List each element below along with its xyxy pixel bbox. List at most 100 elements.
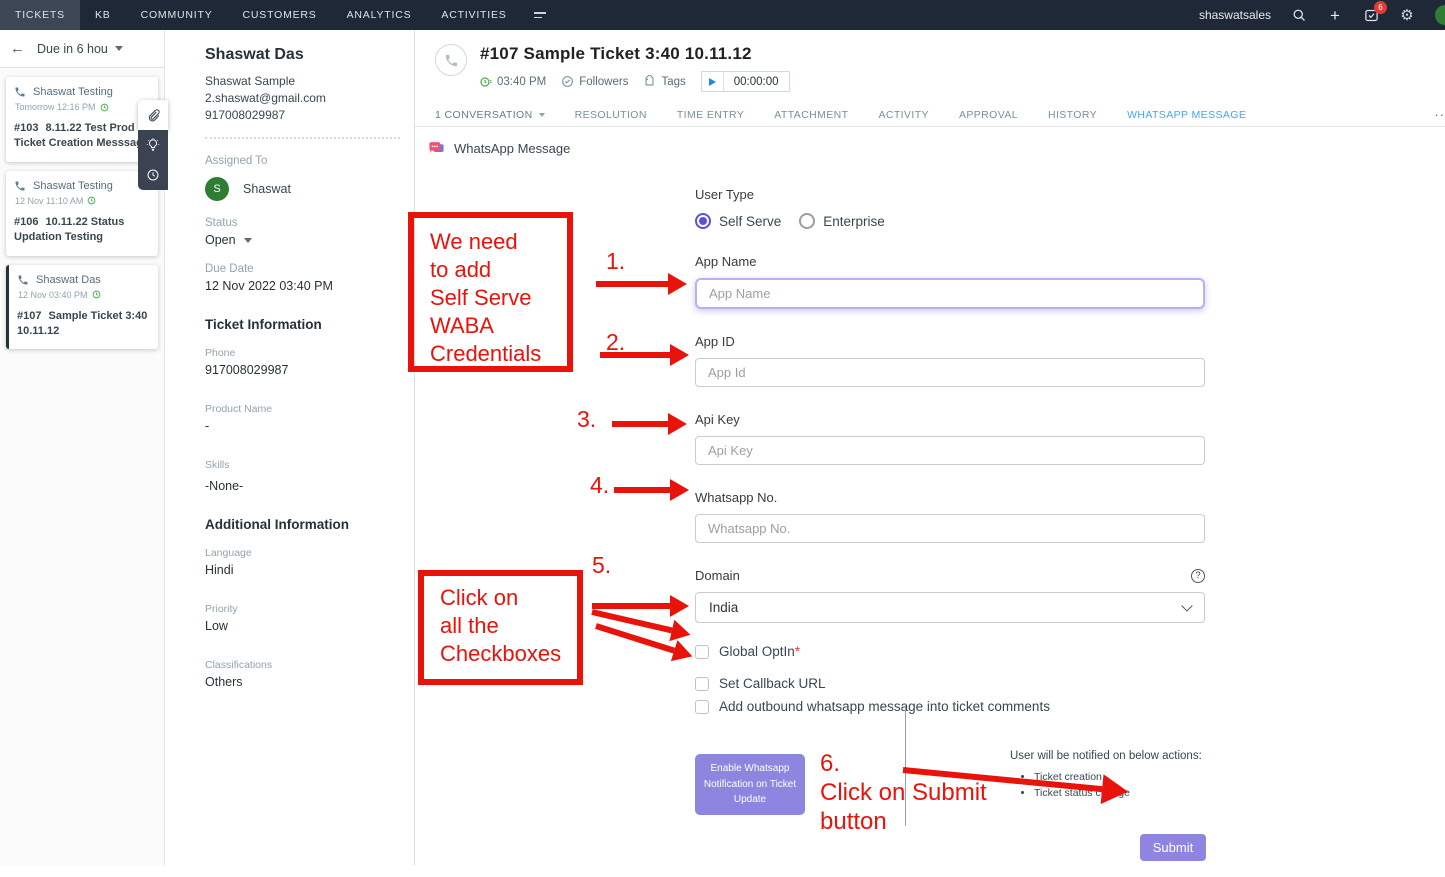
due-date-value: 12 Nov 2022 03:40 PM [205, 279, 333, 294]
nav-item-customers[interactable]: CUSTOMERS [242, 9, 317, 21]
domain-value: India [709, 600, 739, 615]
submit-button[interactable]: Submit [1140, 834, 1206, 861]
notify-heading: User will be notified on below actions: [1010, 750, 1202, 762]
notifications-icon[interactable]: 6 [1363, 1, 1387, 23]
nav-item-kb[interactable]: KB [94, 9, 111, 21]
classifications-value: Others [205, 675, 243, 690]
history-tool-button[interactable] [138, 160, 168, 190]
tab-whatsapp-message[interactable]: WHATSAPP MESSAGE [1127, 108, 1247, 121]
ticket-time: 03:40 PM [480, 76, 546, 88]
whatsapp-no-input[interactable] [695, 514, 1205, 543]
ticket-list-panel: ← Due in 6 hou Shaswat Testing Tomorrow … [0, 30, 165, 865]
nav-item-community[interactable]: COMMUNITY [140, 9, 213, 21]
domain-select[interactable]: India [695, 592, 1205, 623]
suggestions-tool-button[interactable] [138, 130, 168, 160]
classifications-label: Classifications [205, 659, 273, 672]
priority-value: Low [205, 619, 228, 634]
nav-more-menu-icon[interactable] [522, 0, 558, 30]
card-ticket-id: #107 [17, 309, 42, 322]
app-name-input[interactable] [695, 278, 1205, 309]
notify-panel: User will be notified on below actions: … [1010, 750, 1206, 803]
card-ticket-title: Sample Ticket 3:40 10.11.12 [17, 309, 148, 337]
timer-value: 00:00:00 [722, 72, 789, 91]
nav-item-activities[interactable]: ACTIVITIES [441, 9, 507, 21]
tab-conversation[interactable]: 1 CONVERSATION [435, 109, 545, 121]
app-id-input[interactable] [695, 358, 1205, 387]
help-icon[interactable]: ? [1191, 568, 1205, 583]
required-asterisk: * [794, 644, 801, 659]
tabs-more-icon[interactable]: ·· [1434, 107, 1445, 122]
tab-approval[interactable]: APPROVAL [958, 108, 1018, 121]
contact-phone: 917008029987 [205, 107, 286, 122]
domain-label: Domain [695, 568, 740, 583]
chevron-down-icon [1181, 599, 1193, 612]
global-optin-label: Global OptIn* [719, 644, 801, 659]
tab-history[interactable]: HISTORY [1047, 108, 1098, 121]
vertical-divider [905, 704, 906, 826]
status-dropdown[interactable]: Open [205, 233, 400, 247]
tab-resolution[interactable]: RESOLUTION [574, 108, 647, 121]
ticket-card-107[interactable]: Shaswat Das 12 Nov 03:40 PM #107 Sample T… [6, 264, 158, 350]
tab-attachment[interactable]: ATTACHMENT [774, 108, 849, 121]
followers-button[interactable]: Followers [561, 75, 628, 88]
set-callback-url-checkbox[interactable] [695, 676, 709, 691]
card-due-time: 12 Nov 03:40 PM [18, 289, 88, 300]
floating-tool-rail [138, 100, 168, 190]
nav-item-analytics[interactable]: ANALYTICS [346, 9, 412, 21]
notify-item: Ticket status change [1034, 787, 1206, 799]
card-ticket-title: 10.11.22 Status Updation Testing [14, 215, 125, 244]
chevron-down-icon [243, 237, 252, 243]
timer-play-button[interactable] [702, 77, 723, 86]
radio-enterprise[interactable]: Enterprise [799, 213, 885, 229]
whatsapp-credentials-form: User Type Self Serve Enterprise App Name… [695, 187, 1206, 877]
skills-label: Skills [205, 459, 230, 472]
api-key-input[interactable] [695, 436, 1205, 465]
card-contact-name: Shaswat Testing [33, 86, 113, 98]
product-name-value: - [205, 419, 210, 434]
phone-label: Phone [205, 347, 236, 360]
assignee-avatar: S [205, 177, 229, 202]
call-channel-icon [435, 44, 467, 76]
search-icon[interactable] [1291, 7, 1307, 23]
attachment-tool-button[interactable] [138, 100, 168, 130]
language-value: Hindi [205, 563, 234, 578]
call-icon [18, 275, 28, 285]
ticket-card-103[interactable]: Shaswat Testing Tomorrow 12:16 PM #103 8.… [6, 77, 158, 162]
radio-self-serve[interactable]: Self Serve [695, 213, 781, 229]
contact-name: Shaswat Das [205, 46, 304, 63]
add-icon[interactable]: + [1330, 5, 1340, 25]
history-clock-icon [147, 169, 159, 181]
outbound-message-checkbox[interactable] [695, 699, 709, 714]
ticket-filter-label: Due in 6 hou [37, 41, 108, 56]
global-optin-checkbox[interactable] [695, 644, 709, 659]
enable-whatsapp-notification-button[interactable]: Enable Whatsapp Notification on Ticket U… [695, 754, 805, 815]
lightbulb-icon [146, 138, 160, 152]
user-avatar[interactable] [1435, 5, 1445, 25]
assignee-name: Shaswat [243, 182, 291, 197]
assigned-to-label: Assigned To [205, 155, 268, 168]
ticket-timer: 00:00:00 [700, 71, 790, 92]
clock-icon [100, 103, 108, 111]
api-key-label: Api Key [695, 412, 740, 427]
gear-icon[interactable]: ⚙ [1400, 7, 1414, 24]
contact-detail-panel: Shaswat Das Shaswat Sample 2.shaswat@gma… [165, 30, 415, 865]
call-icon [15, 181, 25, 191]
tab-activity[interactable]: ACTIVITY [878, 108, 929, 121]
notification-badge: 6 [1374, 1, 1387, 14]
card-due-time: 12 Nov 11:10 AM [15, 195, 84, 206]
ticket-main-panel: #107 Sample Ticket 3:40 10.11.12 03:40 P… [415, 30, 1445, 865]
card-contact-name: Shaswat Das [36, 273, 101, 286]
nav-item-tickets[interactable]: TICKETS [0, 0, 80, 30]
tab-time-entry[interactable]: TIME ENTRY [676, 108, 745, 121]
app-id-label: App ID [695, 334, 735, 349]
radio-icon [695, 213, 711, 229]
tag-icon [645, 75, 654, 86]
username-label: shaswatsales [1198, 8, 1271, 22]
back-arrow-icon[interactable]: ← [10, 40, 25, 57]
tags-button[interactable]: Tags [643, 75, 686, 88]
card-ticket-id: #103 [14, 122, 39, 134]
ticket-filter-dropdown[interactable]: Due in 6 hou [37, 42, 123, 56]
skills-value: -None- [205, 479, 244, 494]
ticket-card-106[interactable]: Shaswat Testing 12 Nov 11:10 AM #106 10.1… [6, 170, 158, 256]
phone-value: 917008029987 [205, 363, 289, 378]
